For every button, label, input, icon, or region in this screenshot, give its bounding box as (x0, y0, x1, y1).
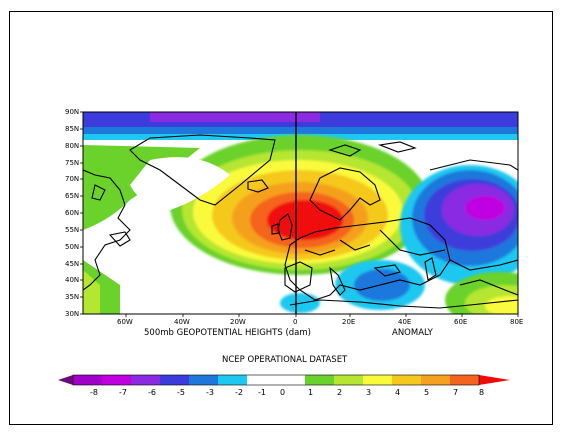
legend-label: 1 (308, 388, 314, 397)
legend-swatch (131, 375, 160, 385)
lon-label: 20E (342, 318, 356, 326)
lat-label: 55N (65, 226, 80, 234)
lat-label: 30N (65, 310, 80, 318)
lat-label: 90N (65, 108, 80, 116)
lon-label: 0 (293, 318, 298, 326)
legend-swatch (305, 375, 334, 385)
legend-label: 4 (395, 388, 401, 397)
legend-swatch (102, 375, 131, 385)
lat-label: 60N (65, 209, 80, 217)
figure-frame (9, 11, 553, 425)
lon-label: 80E (510, 318, 524, 326)
legend-swatch (160, 375, 189, 385)
lon-label: 40W (174, 318, 190, 326)
legend-swatch (363, 375, 392, 385)
lon-label: 60E (454, 318, 468, 326)
lat-label: 85N (65, 125, 80, 133)
legend-swatch (218, 375, 247, 385)
lat-label: 80N (65, 142, 80, 150)
legend-label: 3 (366, 388, 372, 397)
lat-label: 40N (65, 276, 80, 284)
legend-label: 0 (280, 388, 286, 397)
legend-label: -2 (235, 388, 243, 397)
lat-label: 70N (65, 175, 80, 183)
legend-swatch (334, 375, 363, 385)
lat-label: 65N (65, 192, 80, 200)
lon-label: 40E (398, 318, 412, 326)
lat-label: 45N (65, 260, 80, 268)
lon-label: 60W (117, 318, 133, 326)
lat-label: 75N (65, 159, 80, 167)
lon-label: 20W (230, 318, 246, 326)
legend-swatch (247, 375, 305, 385)
legend-colorbar (58, 374, 510, 386)
source-caption: NCEP OPERATIONAL DATASET (222, 355, 348, 365)
lat-ticks (80, 111, 83, 315)
anomaly-field (83, 112, 518, 314)
legend-swatch (189, 375, 218, 385)
legend-label: 2 (337, 388, 343, 397)
legend-arrow-left (58, 375, 73, 385)
legend-label: 8 (479, 388, 485, 397)
lat-label: 50N (65, 243, 80, 251)
legend-label: -6 (148, 388, 156, 397)
legend-label: 5 (424, 388, 430, 397)
legend-label: -5 (177, 388, 185, 397)
legend-arrow-right (479, 375, 510, 385)
legend-label: -8 (90, 388, 98, 397)
legend-swatch (73, 375, 102, 385)
lat-label: 35N (65, 293, 80, 301)
legend-swatch (392, 375, 421, 385)
legend-label: -7 (119, 388, 127, 397)
legend-label: 7 (453, 388, 459, 397)
map-title-right: ANOMALY (392, 328, 433, 338)
lon-ticks (125, 314, 519, 317)
legend-label: -3 (206, 388, 214, 397)
legend-swatch (421, 375, 450, 385)
legend-label: -1 (258, 388, 266, 397)
map-title-left: 500mb GEOPOTENTIAL HEIGHTS (dam) (144, 328, 311, 338)
coastlines (83, 134, 518, 309)
legend-swatch (450, 375, 479, 385)
